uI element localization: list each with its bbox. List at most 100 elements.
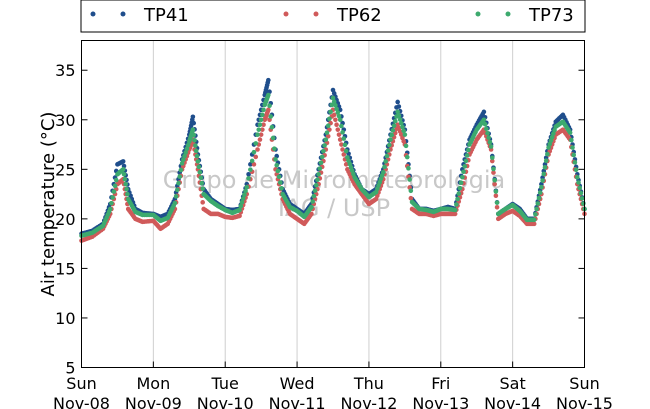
- data-point: [384, 153, 390, 159]
- data-point: [274, 162, 280, 168]
- data-point: [397, 117, 403, 122]
- data-point: [197, 169, 203, 175]
- data-point: [551, 131, 556, 136]
- data-point: [178, 167, 184, 173]
- y-tick-label: 5: [65, 359, 75, 378]
- data-point: [278, 180, 283, 185]
- data-point: [334, 106, 339, 112]
- data-point: [253, 141, 259, 146]
- data-point: [489, 158, 495, 164]
- data-point: [337, 117, 343, 123]
- legend-item-TP73: TP73: [475, 5, 574, 26]
- data-point: [261, 107, 266, 113]
- data-point: [540, 178, 545, 183]
- data-point: [272, 146, 277, 151]
- data-point: [325, 123, 331, 129]
- data-point: [487, 139, 493, 145]
- data-point: [541, 171, 547, 177]
- data-point: [200, 186, 205, 191]
- y-tick-label: 15: [55, 259, 75, 278]
- data-point: [460, 174, 465, 180]
- data-point: [493, 189, 499, 194]
- data-point: [342, 142, 348, 148]
- data-point: [463, 158, 469, 164]
- data-point: [253, 154, 259, 160]
- data-point: [576, 180, 581, 185]
- data-point: [535, 201, 541, 206]
- plot-frame: [81, 40, 585, 368]
- data-point: [336, 132, 342, 137]
- data-point: [324, 130, 330, 135]
- legend-marker: [313, 11, 319, 17]
- data-point: [182, 153, 187, 159]
- data-point: [485, 130, 490, 136]
- data-point: [340, 147, 345, 152]
- data-point: [242, 192, 247, 198]
- data-point: [315, 177, 320, 183]
- legend-item-TP41: TP41: [90, 5, 189, 26]
- data-point: [382, 164, 387, 170]
- data-point: [316, 171, 321, 177]
- data-point: [193, 148, 199, 154]
- data-point: [341, 152, 347, 157]
- data-point: [196, 164, 202, 170]
- legend-marker: [505, 11, 511, 17]
- data-point: [482, 121, 488, 127]
- data-point: [570, 145, 575, 150]
- data-point: [488, 144, 494, 149]
- data-point: [111, 189, 117, 194]
- data-point: [246, 176, 251, 181]
- x-axis: SunNov-08MonNov-09TueNov-10WedNov-11ThuN…: [53, 361, 613, 409]
- x-tick-day-label: Sun: [66, 374, 96, 393]
- data-point: [542, 165, 548, 170]
- data-point: [125, 191, 130, 197]
- data-point: [386, 142, 392, 148]
- data-point: [547, 141, 553, 147]
- data-point: [398, 120, 404, 126]
- data-point: [548, 138, 554, 143]
- x-tick-day-label: Mon: [136, 374, 170, 393]
- data-point: [238, 203, 244, 209]
- legend-marker: [475, 11, 481, 17]
- data-point: [198, 175, 204, 181]
- data-point: [124, 186, 129, 192]
- data-point: [244, 184, 250, 190]
- data-point: [531, 221, 537, 227]
- data-point: [339, 142, 344, 147]
- data-point: [339, 123, 344, 129]
- data-point: [121, 171, 127, 177]
- data-point: [549, 134, 555, 140]
- data-point: [310, 199, 315, 204]
- data-point: [330, 95, 336, 101]
- data-point: [452, 211, 458, 217]
- data-point: [494, 200, 500, 205]
- data-point: [491, 170, 496, 175]
- data-point: [383, 159, 389, 164]
- y-tick-label: 25: [55, 160, 75, 179]
- data-point: [464, 153, 470, 158]
- data-point: [260, 112, 265, 118]
- data-point: [569, 137, 574, 143]
- data-point: [179, 161, 185, 166]
- data-point: [184, 146, 190, 152]
- data-point: [183, 150, 188, 155]
- data-point: [325, 133, 331, 139]
- data-point: [491, 166, 496, 172]
- data-point: [266, 77, 271, 83]
- data-point: [193, 143, 198, 148]
- data-point: [336, 113, 342, 119]
- data-point: [536, 195, 542, 201]
- data-point: [321, 148, 326, 154]
- data-point: [390, 128, 396, 133]
- data-point: [543, 158, 549, 164]
- data-point: [340, 130, 345, 135]
- data-point: [177, 174, 182, 179]
- data-point: [403, 143, 409, 149]
- data-point: [486, 135, 491, 140]
- data-point: [122, 176, 128, 182]
- data-point: [317, 166, 323, 171]
- data-point: [343, 162, 349, 167]
- x-tick-day-label: Tue: [211, 374, 239, 393]
- data-point: [107, 206, 113, 212]
- data-point: [190, 127, 196, 132]
